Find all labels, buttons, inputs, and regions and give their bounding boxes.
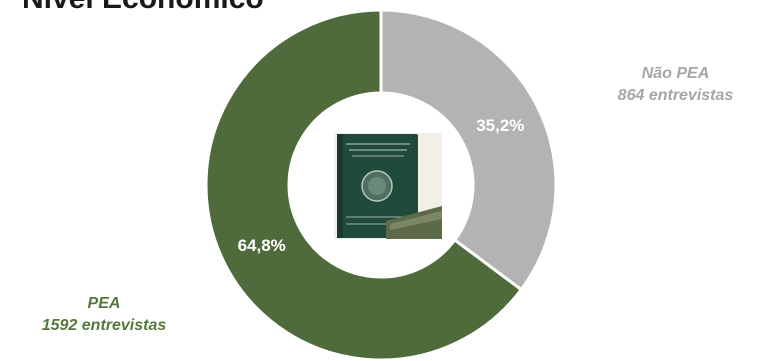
legend-label-nao-pea: Não PEA 864 entrevistas [583,63,757,107]
work-card-icon [334,133,442,239]
nao-pea-name: Não PEA [641,65,710,82]
legend-label-pea: PEA 1592 entrevistas [14,293,194,337]
pea-count: 1592 entrevistas [41,317,167,334]
page-title: Nível Econômico [22,0,264,14]
nao-pea-count: 864 entrevistas [617,87,734,104]
slice-value-label: 35,2% [476,116,524,135]
slice-value-label: 64,8% [238,236,286,255]
slice-labels: 35,2% 64,8% [238,116,525,255]
pea-name: PEA [87,295,121,312]
